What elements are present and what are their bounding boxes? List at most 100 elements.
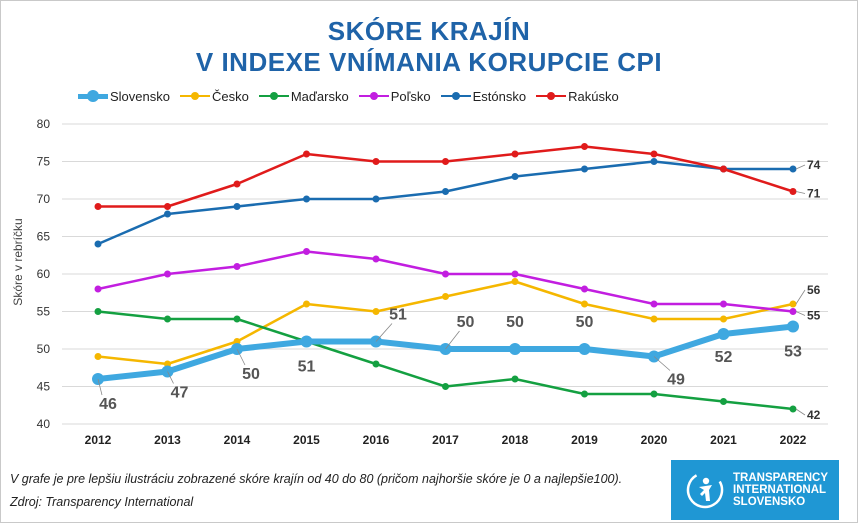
data-point-estonsko [581, 165, 588, 173]
legend-swatch-cesko [179, 92, 210, 100]
data-point-cesko [650, 315, 658, 323]
data-point-estonsko [442, 188, 449, 195]
legend-label-estonsko: Estónsko [472, 88, 527, 104]
series-line-rakusko [96, 145, 795, 208]
data-point-estonsko [303, 195, 310, 203]
data-label-slovensko: 51 [298, 359, 316, 376]
data-label-slovensko: 50 [506, 314, 524, 331]
data-point-rakusko [442, 158, 449, 165]
data-point-cesko [511, 278, 519, 285]
leader-line [236, 348, 246, 366]
data-point-cesko [233, 338, 241, 345]
leader-line [795, 289, 806, 305]
y-tick-label: 55 [37, 305, 51, 319]
data-point-rakusko [650, 150, 658, 158]
legend-swatch-polsko [358, 92, 389, 100]
data-point-rakusko [164, 203, 171, 210]
data-point-estonsko [233, 203, 241, 210]
end-label-estonsko: 74 [807, 158, 821, 172]
data-point-cesko [164, 360, 171, 368]
legend-swatch-estonsko [440, 92, 471, 100]
legend-item-rakusko: Rakúsko [536, 89, 619, 104]
data-point-estonsko [164, 210, 171, 218]
legend-label-polsko: Poľsko [390, 88, 431, 104]
data-point-slovensko [300, 335, 313, 348]
data-point-madarsko [164, 315, 171, 323]
data-label-slovensko: 52 [715, 349, 733, 366]
leader-line [97, 378, 103, 396]
leader-line [445, 330, 460, 350]
end-label-madarsko: 42 [807, 408, 821, 422]
chart-title-line2: V INDEXE VNÍMANIA KORUPCIE CPI [195, 47, 663, 77]
data-point-cesko [303, 300, 310, 308]
x-tick-label: 2014 [224, 433, 251, 447]
data-point-slovensko [578, 343, 591, 355]
axes: Skóre v rebríčku 40 45 50 55 60 65 70 75 80 2012 2… [11, 117, 807, 447]
data-point-madarsko [789, 405, 797, 413]
legend-label-rakusko: Rakúsko [568, 88, 619, 104]
legend-label-madarsko: Maďarsko [290, 88, 349, 104]
data-point-rakusko [372, 158, 380, 165]
data-point-madarsko [233, 315, 241, 323]
data-point-slovensko [717, 328, 730, 340]
data-point-cesko [372, 308, 380, 315]
data-label-slovensko: 47 [171, 385, 189, 402]
data-point-polsko [303, 248, 310, 255]
data-point-estonsko [650, 158, 658, 165]
data-point-estonsko [511, 173, 519, 180]
y-tick-label: 45 [37, 380, 51, 394]
x-tick-label: 2016 [363, 433, 390, 447]
data-point-rakusko [720, 165, 727, 173]
data-label-slovensko: 50 [242, 366, 260, 383]
data-point-madarsko [372, 360, 380, 368]
legend-item-madarsko: Maďarsko [258, 88, 349, 104]
leader-line [653, 356, 671, 371]
data-point-rakusko [233, 180, 241, 188]
data-label-slovensko: 49 [667, 372, 685, 389]
x-tick-label: 2013 [154, 433, 181, 447]
legend-label-slovensko: Slovensko [110, 88, 170, 104]
logo-text-line1: TRANSPARENCY [733, 472, 828, 484]
legend-item-polsko: Poľsko [358, 88, 431, 104]
leader-line [795, 408, 806, 416]
data-point-polsko [164, 270, 171, 278]
end-label-rakusko: 71 [807, 187, 821, 201]
logo-text: TRANSPARENCY INTERNATIONAL SLOVENSKO [733, 472, 828, 508]
data-point-polsko [94, 285, 102, 293]
x-tick-label: 2012 [85, 433, 112, 447]
legend-item-estonsko: Estónsko [440, 88, 527, 104]
end-label-polsko: 55 [807, 309, 821, 323]
data-point-cesko [94, 353, 102, 360]
x-tick-label: 2018 [502, 433, 529, 447]
data-point-rakusko [303, 150, 310, 158]
leader-line [167, 371, 174, 384]
x-tick-label: 2020 [641, 433, 668, 447]
data-point-estonsko [789, 165, 797, 173]
data-point-slovensko [509, 343, 521, 355]
legend-item-slovensko: Slovensko [78, 89, 170, 104]
x-tick-label: 2021 [710, 433, 737, 447]
data-label-slovensko: 51 [389, 307, 407, 324]
data-point-polsko [720, 300, 727, 308]
data-point-cesko [720, 315, 727, 323]
series-line-polsko [96, 250, 795, 313]
data-point-polsko [511, 270, 519, 278]
data-point-madarsko [511, 375, 519, 383]
legend-swatch-slovensko [78, 89, 108, 102]
y-tick-label: 65 [37, 230, 51, 244]
transparency-international-logo: TRANSPARENCY INTERNATIONAL SLOVENSKO [671, 460, 839, 520]
data-point-rakusko [789, 188, 797, 195]
y-tick-label: 40 [37, 417, 51, 431]
data-point-estonsko [94, 240, 102, 248]
y-tick-label: 75 [37, 155, 51, 169]
legend-label-cesko: Česko [211, 88, 249, 104]
leader-line [795, 164, 806, 170]
data-label-slovensko: 53 [784, 344, 802, 361]
data-point-madarsko [720, 398, 727, 405]
data-point-cesko [581, 300, 588, 308]
chart-title-line1: SKÓRE KRAJÍN [327, 16, 531, 46]
legend-item-cesko: Česko [179, 88, 249, 104]
data-point-slovensko [787, 320, 799, 333]
data-label-slovensko: 50 [576, 314, 594, 331]
